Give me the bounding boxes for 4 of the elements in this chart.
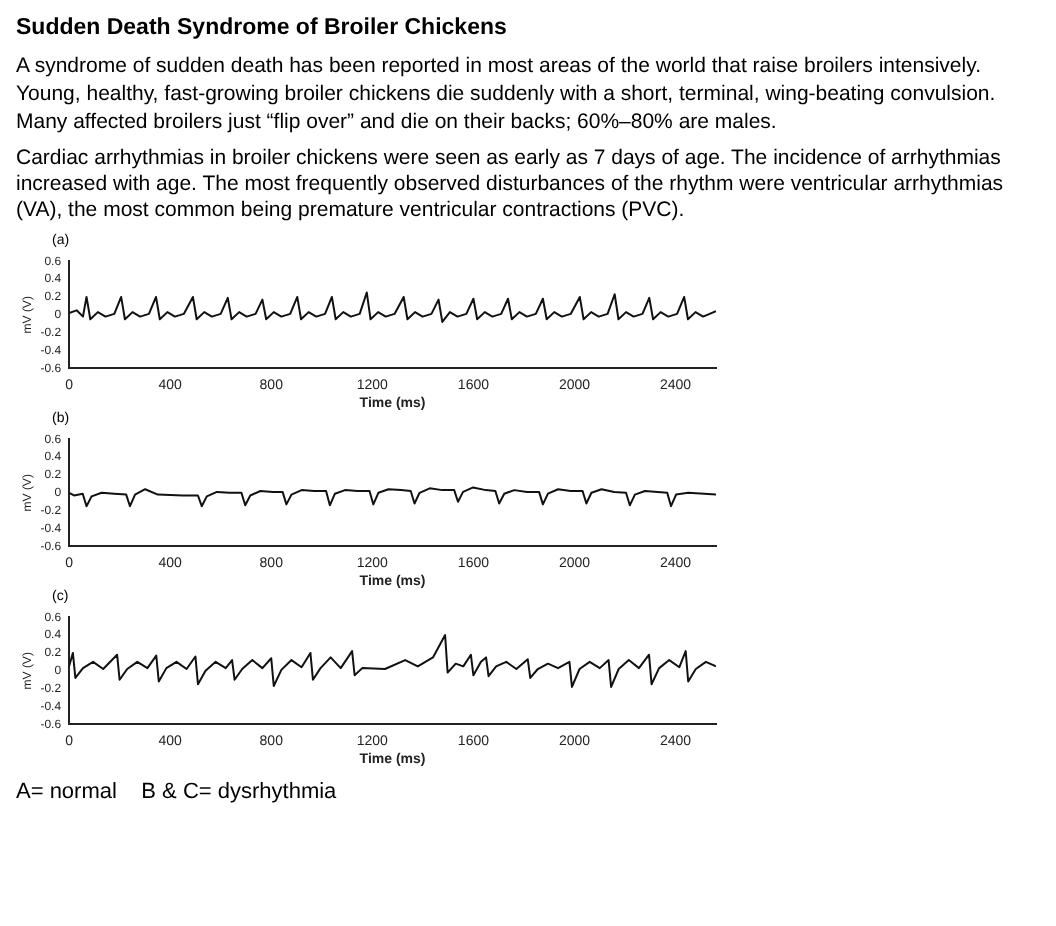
chart-title: Sudden Death Syndrome of Broiler Chickens [16,16,509,40]
chart-subtitle: A syndrome of sudden death has been reported in most areas of the world that raise broilers intensively. Young, healthy, fast-growing broiler chickens die suddenly with a short, terminal, wing-beating convulsion. Many affected broilers just “flip over” and die on their backs; 60%–80% are males. [16,52,998,136]
text: A= normal B & C= dysrhythmia [16,780,339,804]
text: Cardiac arrhythmias in broiler chickens were seen as early as 7 days of age. The incidence of arrhythmias increased with age. The most frequently observed disturbances of the rhythm were ventricular arrhythmias (VA), the most common being premature ventricular contractions (PVC). [16,146,1006,224]
